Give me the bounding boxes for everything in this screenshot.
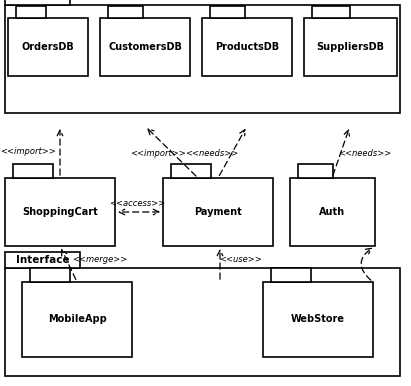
Text: SuppliersDB: SuppliersDB [316, 42, 385, 52]
Bar [263, 282, 373, 357]
Text: <<import>>: <<import>> [130, 149, 186, 157]
Text: <<use>>: <<use>> [219, 256, 261, 264]
Bar [16, 6, 46, 18]
Bar [22, 282, 132, 357]
Text: Payment: Payment [194, 207, 242, 217]
Bar [210, 6, 245, 18]
Bar [171, 164, 211, 178]
Text: OrdersDB: OrdersDB [22, 42, 74, 52]
Text: <<needs>>: <<needs>> [338, 149, 392, 157]
Text: <<needs>>: <<needs>> [185, 149, 239, 157]
Bar [298, 164, 333, 178]
Text: Database: Database [9, 0, 65, 2]
Bar [163, 178, 273, 246]
Bar [30, 268, 70, 282]
Bar [271, 268, 311, 282]
Bar [312, 6, 350, 18]
Bar [202, 18, 292, 76]
Text: <<merge>>: <<merge>> [72, 256, 128, 264]
Text: Auth: Auth [319, 207, 346, 217]
Text: ShoppingCart: ShoppingCart [22, 207, 98, 217]
Text: ProductsDB: ProductsDB [215, 42, 279, 52]
Bar [5, 268, 400, 376]
Text: CustomersDB: CustomersDB [108, 42, 182, 52]
Bar [8, 18, 88, 76]
Bar [5, 5, 400, 113]
Bar [5, 178, 115, 246]
Bar [5, 0, 70, 5]
Bar [5, 252, 80, 268]
Bar [290, 178, 375, 246]
Bar [100, 18, 190, 76]
Text: WebStore: WebStore [291, 315, 345, 325]
Bar [13, 164, 53, 178]
Text: MobileApp: MobileApp [48, 315, 106, 325]
Text: Interface: Interface [16, 255, 69, 265]
Text: <<import>>: <<import>> [0, 147, 56, 156]
Bar [304, 18, 397, 76]
Text: <<access>>: <<access>> [109, 198, 165, 208]
Bar [108, 6, 143, 18]
